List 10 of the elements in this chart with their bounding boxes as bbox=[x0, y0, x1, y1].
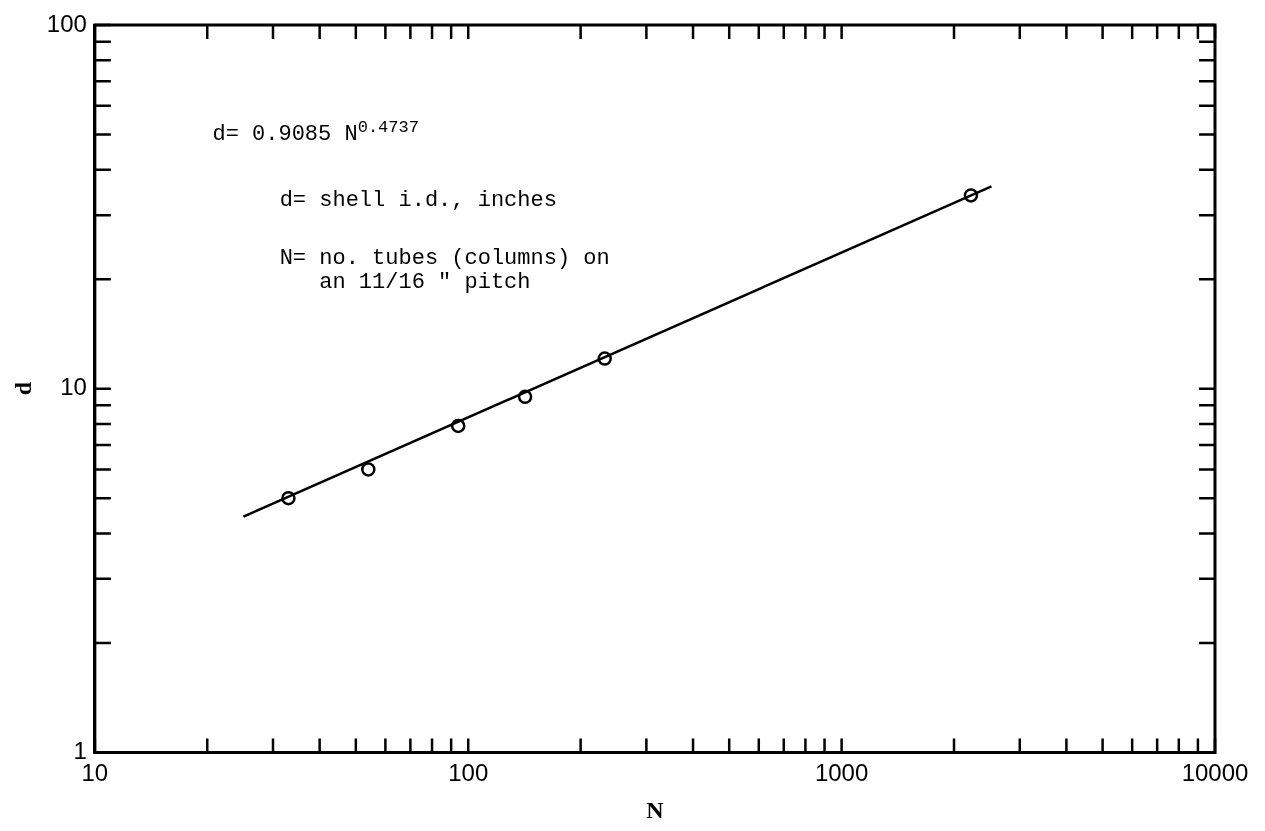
x-tick-label: 10000 bbox=[1181, 759, 1249, 787]
y-tick-label: 100 bbox=[46, 9, 87, 37]
annotation: d= 0.9085 N$^{0.4737}$ bbox=[212, 116, 419, 148]
annotation: d= shell i.d., inches bbox=[279, 187, 557, 213]
annotation: N= no. tubes (columns) on an 11/16 " pitch bbox=[279, 245, 610, 295]
y-axis-title: d bbox=[9, 381, 36, 396]
x-tick-label: 100 bbox=[448, 759, 489, 787]
x-axis-title: N bbox=[646, 796, 665, 823]
y-tick-label: 10 bbox=[60, 373, 87, 401]
x-tick-label: 1000 bbox=[814, 759, 869, 787]
